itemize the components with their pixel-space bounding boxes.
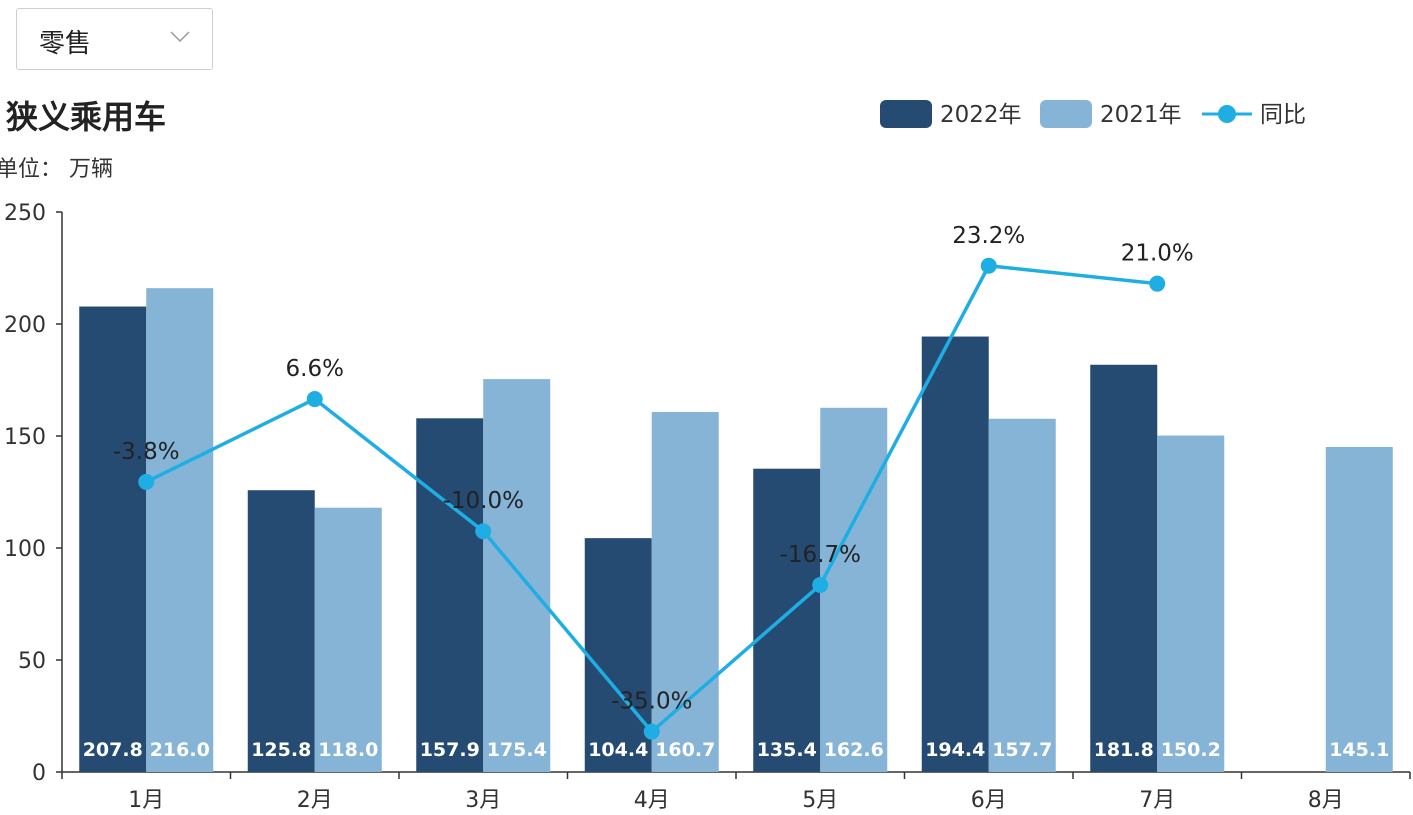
bar-2022 <box>1090 364 1158 772</box>
bar-2022 <box>416 418 484 772</box>
dropdown-selected-value: 零售 <box>39 29 92 59</box>
bar-label-2021: 118.0 <box>318 739 378 761</box>
x-tick-label: 7月 <box>1139 788 1175 813</box>
x-tick-label: 1月 <box>128 788 164 813</box>
bar-label-2022: 135.4 <box>757 739 817 761</box>
legend-marker-yoy[interactable] <box>1218 105 1236 123</box>
bar-2022 <box>921 336 989 772</box>
x-tick-label: 6月 <box>971 788 1007 813</box>
legend-label-2021[interactable]: 2021年 <box>1100 102 1182 128</box>
bar-label-2021: 216.0 <box>150 739 210 761</box>
x-tick-label: 5月 <box>802 788 838 813</box>
bar-label-2021: 160.7 <box>655 739 715 761</box>
category-dropdown[interactable]: 零售 <box>16 8 213 70</box>
chevron-down-icon <box>170 31 190 43</box>
y-tick-label: 100 <box>4 537 46 562</box>
yoy-label: 21.0% <box>1121 241 1194 267</box>
bar-label-2022: 104.4 <box>588 739 648 761</box>
bar-label-2022: 125.8 <box>251 739 311 761</box>
bar-2022 <box>247 490 315 772</box>
yoy-line: -3.8% 6.6% -10.0% -35.0% -16.7% 23.2% 21.0% <box>113 223 1194 740</box>
yoy-label: 6.6% <box>286 356 344 382</box>
x-tick-label: 8月 <box>1308 788 1344 813</box>
bar-2022 <box>79 306 147 772</box>
chart-title: 狭义乘用车 <box>6 98 166 136</box>
bar-label-2021: 150.2 <box>1161 739 1221 761</box>
x-tick-label: 2月 <box>297 788 333 813</box>
legend-swatch-2022[interactable] <box>880 100 932 128</box>
bar-label-2021: 145.1 <box>1329 739 1389 761</box>
x-tick-label: 4月 <box>634 788 670 813</box>
bar-labels: 207.8 216.0 125.8 118.0 157.9 175.4 104.4 160.7… <box>83 739 1390 761</box>
bar-2021 <box>1325 446 1393 772</box>
bar-2021 <box>988 418 1056 772</box>
bar-label-2022: 181.8 <box>1094 739 1154 761</box>
bar-2021 <box>1157 435 1225 772</box>
yoy-point <box>980 257 997 274</box>
legend: 2022年 2021年 同比 <box>880 100 1306 128</box>
bar-2022 <box>584 538 652 772</box>
y-tick-label: 250 <box>4 201 46 226</box>
bar-label-2022: 194.4 <box>925 739 985 761</box>
unit-label: 单位： 万辆 <box>0 157 113 182</box>
y-tick-label: 50 <box>18 649 46 674</box>
yoy-label: 23.2% <box>952 223 1025 249</box>
yoy-point <box>812 576 829 593</box>
y-tick-label: 150 <box>4 425 46 450</box>
legend-swatch-2021[interactable] <box>1040 100 1092 128</box>
bar-2021 <box>146 288 214 772</box>
yoy-point <box>138 473 155 490</box>
yoy-point <box>475 523 492 540</box>
yoy-label: -35.0% <box>611 689 692 715</box>
yoy-point <box>643 723 660 740</box>
yoy-point <box>306 391 323 408</box>
bar-2021 <box>651 412 719 772</box>
bar-label-2022: 157.9 <box>420 739 480 761</box>
legend-label-yoy[interactable]: 同比 <box>1260 102 1306 128</box>
y-tick-label: 200 <box>4 313 46 338</box>
yoy-label: -16.7% <box>780 542 861 568</box>
bar-label-2021: 175.4 <box>487 739 547 761</box>
legend-label-2022[interactable]: 2022年 <box>940 102 1022 128</box>
bar-2021 <box>820 407 888 772</box>
bar-label-2021: 162.6 <box>824 739 884 761</box>
bar-2021 <box>314 507 382 772</box>
bar-2022 <box>753 468 821 772</box>
yoy-label: -10.0% <box>443 488 524 514</box>
bar-label-2021: 157.7 <box>992 739 1052 761</box>
bar-2021 <box>483 379 551 772</box>
x-tick-label: 3月 <box>465 788 501 813</box>
bars <box>79 288 1393 772</box>
bar-label-2022: 207.8 <box>83 739 143 761</box>
yoy-point <box>1149 275 1166 292</box>
y-tick-label: 0 <box>32 761 46 786</box>
yoy-label: -3.8% <box>113 439 180 465</box>
